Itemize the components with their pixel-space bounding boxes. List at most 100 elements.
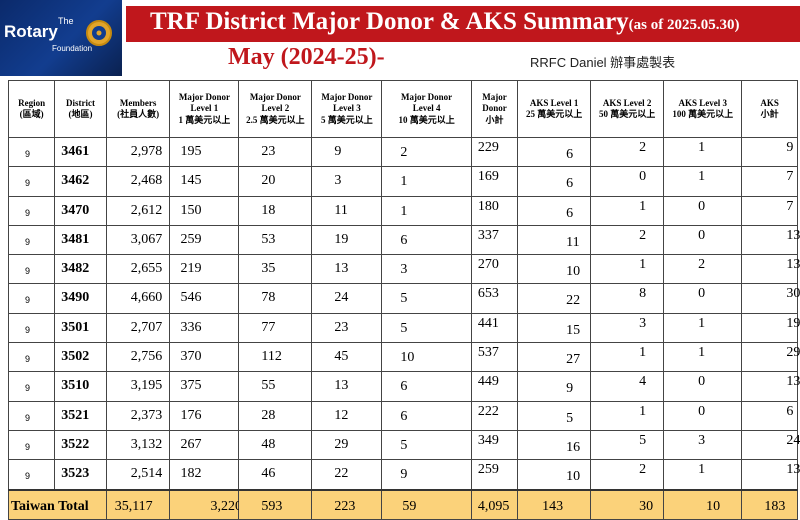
cell-value: 3522	[61, 436, 90, 452]
cell-value: 5	[566, 410, 574, 426]
cell-district: 3502	[54, 342, 107, 373]
cell-major-donor-level-2: 77	[238, 312, 313, 344]
cell-region: 9	[7, 312, 56, 344]
cell-major-donor-level-2: 28	[238, 400, 313, 431]
cell-value: 10	[400, 350, 415, 366]
cell-value: 7	[786, 198, 794, 214]
total-value: 30	[639, 498, 654, 514]
cell-aks-level-3: 0	[663, 195, 743, 226]
cell-value: 9	[25, 412, 31, 423]
column-header-major-donor-level-2: Major Donor Level 2 2.5 萬美元以上	[238, 80, 313, 138]
cell-value: 2,756	[130, 349, 163, 365]
cell-region: 9	[7, 400, 56, 431]
cell-value: 5	[400, 320, 408, 336]
column-header-line: 5 萬美元以上	[320, 114, 373, 125]
cell-value: 19	[786, 315, 800, 331]
cell-value: 9	[25, 236, 31, 247]
cell-value: 9	[786, 140, 794, 155]
cell-aks-subtotal: 13	[741, 371, 800, 402]
cell-value: 0	[639, 169, 647, 185]
cell-aks-level-2: 2	[590, 224, 665, 256]
cell-major-donor-subtotal: 537	[470, 342, 519, 373]
cell-value: 6	[566, 205, 574, 221]
column-header-line: Region	[18, 97, 46, 108]
column-header-line: Members	[119, 97, 157, 108]
cell-major-donor-subtotal: 441	[470, 312, 519, 344]
cell-value: 0	[698, 374, 706, 390]
cell-aks-level-2: 0	[590, 166, 665, 197]
cell-major-donor-level-2: 78	[238, 283, 313, 314]
total-cell-major-donor-level-3: 223	[311, 488, 383, 520]
cell-major-donor-level-1: 150	[169, 195, 240, 226]
cell-value: 169	[477, 169, 499, 185]
column-header-line: AKS Level 3	[678, 97, 728, 108]
total-value: 593	[261, 498, 283, 514]
cell-aks-level-1: 27	[517, 342, 592, 373]
cell-value: 13	[334, 378, 349, 394]
cell-value: 537	[477, 345, 499, 361]
total-cell-major-donor-level-2: 593	[238, 488, 313, 520]
page-title: TRF District Major Donor & AKS Summary(a…	[150, 8, 740, 36]
total-cell-aks-level-3: 10	[663, 488, 743, 520]
cell-members: 2,707	[105, 312, 171, 344]
cell-value: 46	[261, 466, 276, 482]
cell-major-donor-subtotal: 270	[470, 254, 519, 285]
cell-value: 176	[180, 407, 202, 423]
cell-region: 9	[7, 136, 56, 168]
cell-major-donor-level-2: 35	[238, 254, 313, 285]
table-row: 9 3522 3,132 267 48 29 5 349 16 5 3 24	[7, 429, 800, 461]
cell-value: 24	[334, 290, 349, 306]
cell-members: 2,756	[105, 342, 171, 373]
cell-value: 0	[698, 403, 706, 419]
cell-value: 267	[180, 436, 202, 452]
cell-value: 182	[180, 466, 202, 482]
total-value: 3,220	[210, 498, 242, 514]
cell-value: 20	[261, 173, 276, 189]
cell-aks-level-2: 4	[590, 371, 665, 402]
cell-major-donor-level-1: 219	[169, 254, 240, 285]
cell-aks-level-3: 1	[663, 166, 743, 197]
cell-value: 48	[261, 436, 276, 452]
cell-aks-level-3: 2	[663, 254, 743, 285]
cell-value: 9	[25, 383, 31, 394]
column-header-line: Level 2	[261, 103, 290, 114]
cell-aks-level-3: 0	[663, 371, 743, 402]
cell-value: 13	[786, 257, 800, 273]
cell-aks-subtotal: 13	[741, 224, 800, 256]
cell-aks-level-3: 1	[663, 459, 743, 491]
cell-members: 2,978	[105, 136, 171, 168]
table-row: 9 3462 2,468 145 20 3 1 169 6 0 1 7	[7, 166, 798, 197]
cell-major-donor-level-1: 375	[169, 371, 240, 402]
cell-major-donor-level-1: 546	[169, 283, 240, 314]
page-subtitle: May (2024-25)-	[228, 44, 385, 70]
total-value: 223	[334, 498, 356, 514]
column-header-line: 小計	[485, 114, 504, 125]
cell-value: 2,655	[130, 261, 163, 277]
cell-district: 3521	[54, 400, 107, 431]
cell-value: 9	[25, 149, 31, 159]
cell-value: 9	[25, 471, 31, 482]
cell-district: 3490	[54, 283, 107, 314]
cell-major-donor-level-3: 23	[311, 312, 383, 344]
cell-aks-subtotal: 19	[741, 312, 800, 344]
cell-aks-level-2: 8	[590, 283, 665, 314]
cell-value: 1	[639, 345, 647, 361]
cell-major-donor-level-4: 5	[381, 312, 472, 344]
cell-value: 3521	[61, 407, 90, 423]
cell-district: 3481	[54, 224, 107, 256]
cell-value: 336	[180, 319, 202, 335]
cell-aks-subtotal: 29	[741, 342, 800, 373]
rotary-wheel-icon	[86, 20, 112, 46]
column-header-line: Major Donor	[321, 92, 373, 103]
cell-value: 13	[786, 462, 800, 478]
cell-value: 9	[334, 144, 342, 159]
cell-aks-level-1: 6	[517, 136, 592, 168]
cell-value: 15	[566, 322, 581, 338]
cell-value: 370	[180, 349, 202, 365]
column-header-line: Level 3	[333, 103, 361, 114]
cell-value: 2	[639, 140, 647, 155]
cell-aks-level-3: 3	[663, 429, 743, 461]
cell-major-donor-level-4: 1	[381, 195, 472, 226]
cell-value: 145	[180, 173, 202, 189]
